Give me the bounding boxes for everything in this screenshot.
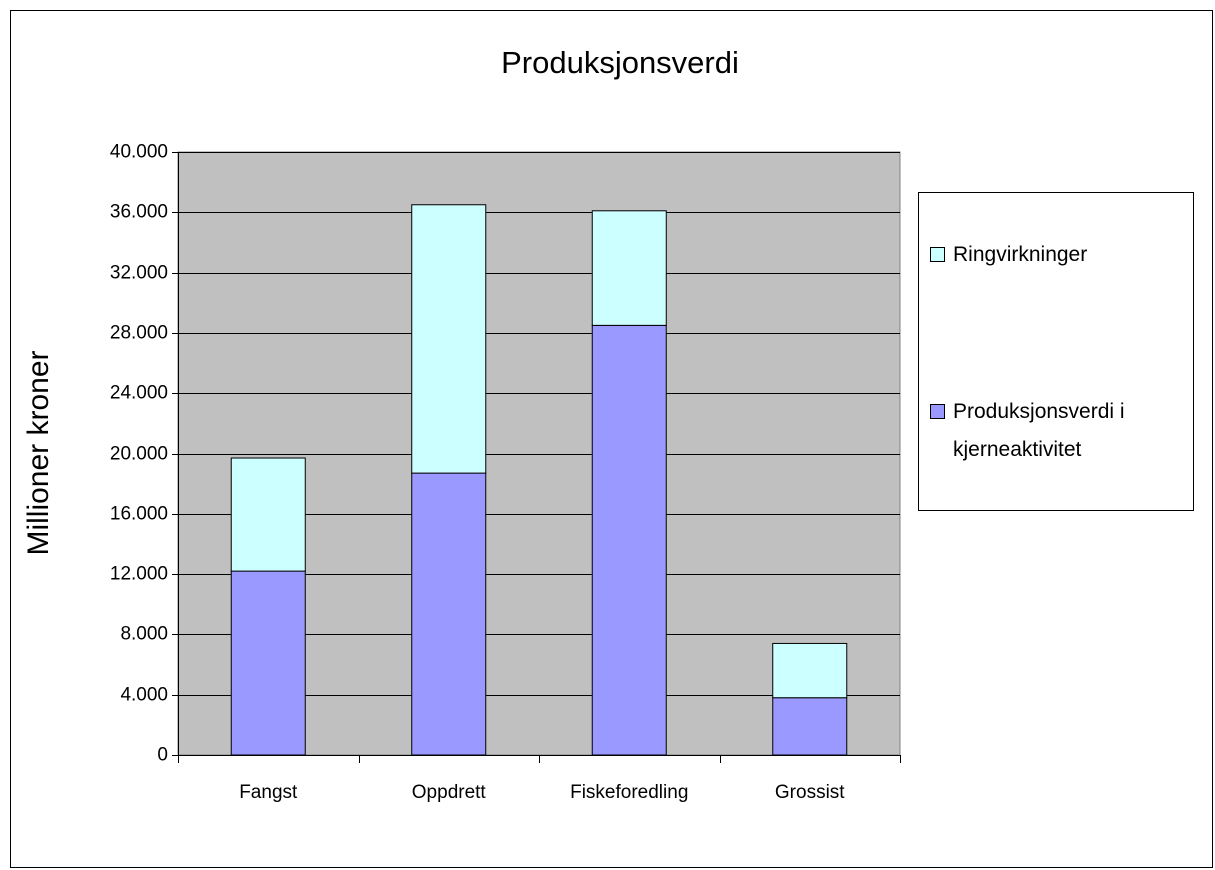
- x-tick-label: Oppdrett: [412, 782, 487, 803]
- legend-label: Ringvirkninger: [953, 243, 1088, 266]
- x-tick-label: Fiskeforedling: [570, 782, 688, 803]
- y-tick-label: 0: [157, 745, 168, 766]
- legend: [918, 192, 1194, 511]
- bar-segment: [230, 457, 306, 572]
- y-tick-label: 40.000: [110, 142, 168, 163]
- y-tick-label: 4.000: [120, 685, 168, 706]
- y-tick-label: 12.000: [110, 564, 168, 585]
- bar-segment: [230, 570, 306, 756]
- chart-title: Produksjonsverdi: [501, 45, 739, 80]
- y-axis-label: Millioner kroner: [22, 350, 55, 555]
- legend-label-box: Produksjonsverdi i kjerneaktivitet: [953, 400, 1125, 461]
- legend-label: Produksjonsverdi i kjerneaktivitet: [953, 400, 1125, 461]
- y-tick-label: 8.000: [120, 624, 168, 645]
- y-tick-label: 36.000: [110, 202, 168, 223]
- bar-segment: [772, 642, 848, 699]
- bar-segment: [411, 472, 487, 756]
- bar-segment: [591, 324, 667, 756]
- y-tick-label: 24.000: [110, 383, 168, 404]
- x-tick-label: Grossist: [775, 782, 845, 803]
- y-tick-label: 32.000: [110, 263, 168, 284]
- bar-segment: [772, 697, 848, 756]
- legend-label-box: Ringvirkninger: [953, 243, 1088, 266]
- y-tick-label: 20.000: [110, 444, 168, 465]
- x-tick-label: Fangst: [239, 782, 298, 803]
- bar-segment: [591, 210, 667, 326]
- y-tick-label: 16.000: [110, 504, 168, 525]
- legend-swatch: [930, 404, 945, 419]
- bar-segment: [411, 204, 487, 474]
- y-tick-label: 28.000: [110, 323, 168, 344]
- legend-swatch: [930, 247, 945, 262]
